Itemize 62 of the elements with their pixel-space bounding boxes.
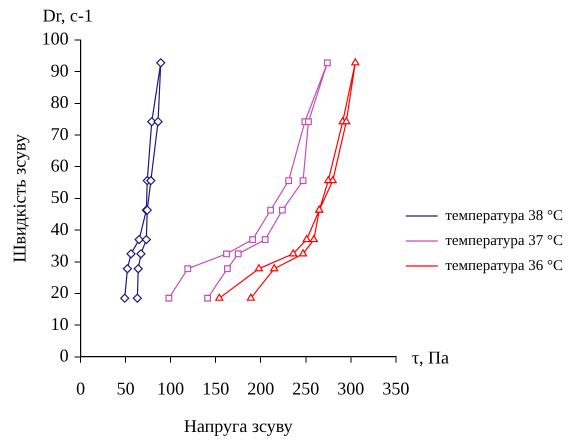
point bbox=[142, 234, 151, 244]
point bbox=[298, 249, 308, 256]
point bbox=[302, 234, 311, 242]
point bbox=[184, 265, 192, 272]
y-tick-label: 10 bbox=[50, 314, 69, 334]
y-axis-title: Швидкість зсуву bbox=[10, 134, 30, 263]
x-tick-label: 200 bbox=[247, 378, 274, 398]
x-axis-title: Напруга зсуву bbox=[184, 416, 293, 436]
y-tick-label: 60 bbox=[50, 155, 69, 176]
point bbox=[300, 177, 306, 184]
y-tick-label: 30 bbox=[50, 250, 69, 270]
point bbox=[310, 234, 318, 242]
point bbox=[126, 249, 136, 258]
point bbox=[254, 264, 263, 272]
y-tick-label: 90 bbox=[50, 60, 69, 80]
point bbox=[215, 294, 224, 301]
point bbox=[305, 118, 312, 126]
point bbox=[136, 249, 146, 258]
x-tick-label: 50 bbox=[116, 378, 135, 398]
text: Dr, c-1 bbox=[42, 6, 93, 26]
y-tick-label: 100 bbox=[42, 28, 69, 49]
point bbox=[134, 264, 143, 274]
y-tick-label: 20 bbox=[50, 282, 69, 302]
legend-label: температура 37 °C bbox=[445, 232, 564, 249]
point bbox=[153, 117, 163, 126]
x-tick-label: 0 bbox=[76, 378, 86, 398]
point bbox=[223, 250, 230, 258]
point bbox=[249, 236, 256, 244]
point bbox=[146, 176, 156, 186]
point bbox=[262, 236, 269, 244]
y-tick-label: 50 bbox=[50, 187, 69, 208]
text: τ, Па bbox=[412, 348, 450, 368]
point bbox=[122, 264, 132, 274]
point bbox=[324, 59, 331, 66]
point bbox=[132, 294, 142, 303]
point bbox=[134, 234, 144, 244]
x-tick-label: 300 bbox=[337, 378, 364, 398]
point bbox=[342, 117, 350, 124]
x-tick-label: 350 bbox=[382, 378, 410, 398]
x-tick-label: 150 bbox=[202, 378, 230, 398]
legend-label: температура 36 °C bbox=[445, 258, 564, 274]
point bbox=[246, 294, 255, 301]
point bbox=[120, 294, 130, 303]
legend-label: температура 38 °C bbox=[445, 208, 564, 224]
y-tick-label: 40 bbox=[50, 218, 69, 239]
y-tick-label: 80 bbox=[50, 92, 69, 112]
point bbox=[278, 206, 286, 214]
point bbox=[234, 250, 242, 258]
x-tick-label: 100 bbox=[157, 378, 184, 398]
point bbox=[204, 294, 212, 302]
x-tick-label: 250 bbox=[292, 378, 320, 398]
point bbox=[351, 58, 360, 66]
point bbox=[285, 177, 292, 184]
point bbox=[328, 176, 337, 184]
point bbox=[267, 206, 274, 214]
point bbox=[289, 249, 298, 256]
y-tick-label: 70 bbox=[50, 124, 69, 144]
point bbox=[165, 294, 172, 302]
point bbox=[224, 265, 231, 272]
y-tick-label: 0 bbox=[60, 346, 69, 366]
point bbox=[156, 58, 166, 68]
point bbox=[270, 264, 278, 272]
